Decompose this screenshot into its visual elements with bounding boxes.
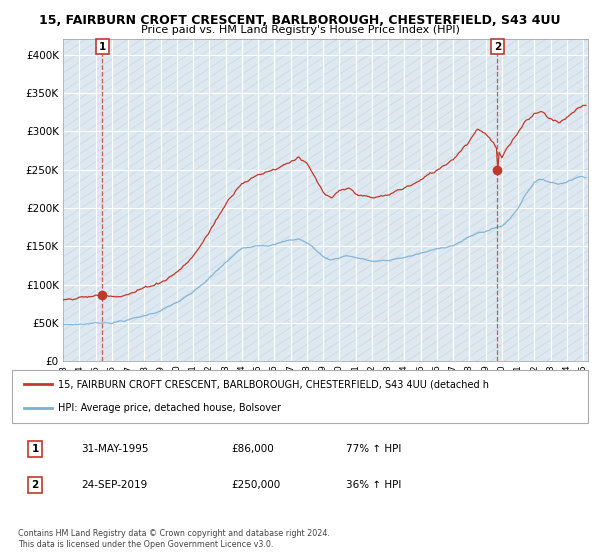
- FancyBboxPatch shape: [12, 370, 588, 423]
- Text: 15, FAIRBURN CROFT CRESCENT, BARLBOROUGH, CHESTERFIELD, S43 4UU (detached h: 15, FAIRBURN CROFT CRESCENT, BARLBOROUGH…: [58, 380, 489, 390]
- Text: 1: 1: [99, 42, 106, 52]
- Text: 24-SEP-2019: 24-SEP-2019: [81, 480, 148, 490]
- Text: 77% ↑ HPI: 77% ↑ HPI: [346, 444, 401, 454]
- Text: £250,000: £250,000: [231, 480, 280, 490]
- Text: 31-MAY-1995: 31-MAY-1995: [81, 444, 149, 454]
- Text: 2: 2: [31, 480, 38, 490]
- Text: Contains HM Land Registry data © Crown copyright and database right 2024.
This d: Contains HM Land Registry data © Crown c…: [18, 529, 330, 549]
- Text: 1: 1: [31, 444, 38, 454]
- Text: 36% ↑ HPI: 36% ↑ HPI: [346, 480, 401, 490]
- Text: Price paid vs. HM Land Registry's House Price Index (HPI): Price paid vs. HM Land Registry's House …: [140, 25, 460, 35]
- Text: £86,000: £86,000: [231, 444, 274, 454]
- Text: 15, FAIRBURN CROFT CRESCENT, BARLBOROUGH, CHESTERFIELD, S43 4UU: 15, FAIRBURN CROFT CRESCENT, BARLBOROUGH…: [39, 14, 561, 27]
- Text: 2: 2: [494, 42, 501, 52]
- Text: HPI: Average price, detached house, Bolsover: HPI: Average price, detached house, Bols…: [58, 403, 281, 413]
